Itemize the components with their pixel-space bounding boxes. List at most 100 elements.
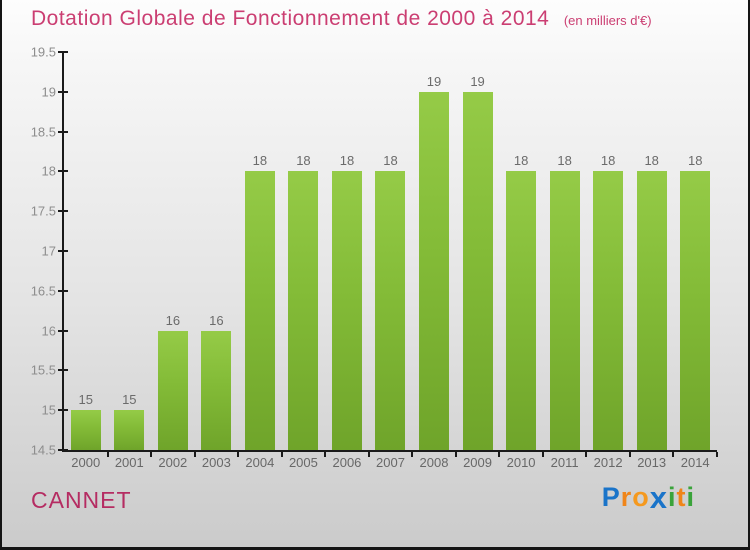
bar-2006 [331,171,362,450]
bar-2013 [636,171,667,450]
bar-2001 [114,410,145,450]
y-axis-tick-label: 15.5 [30,362,56,378]
x-axis-label-2010: 2010 [506,455,536,470]
y-axis-tick-label: 15 [41,402,56,418]
x-axis-label-2013: 2013 [637,455,667,470]
bar-value-label: 18 [513,153,529,169]
bar-slot-2013: 18 [630,52,674,450]
y-axis-tick-label: 19 [41,84,56,100]
x-axis-label-2007: 2007 [376,455,405,470]
chart-title: Dotation Globale de Fonctionnement de 20… [31,7,550,30]
logo-letter: r [620,482,633,512]
x-axis-tick [411,452,414,457]
bar-value-label: 15 [78,392,93,408]
x-axis-label-2012: 2012 [593,455,623,470]
bar-slot-2005: 18 [282,52,326,450]
y-axis-tick [58,369,68,372]
x-axis-label-2011: 2011 [550,455,579,470]
chart-header: Dotation Globale de Fonctionnement de 20… [31,7,652,31]
bar-value-label: 19 [470,73,485,89]
bar-slot-2006: 18 [325,52,369,450]
bar-slot-2001: 15 [108,52,152,450]
y-axis-line [62,52,64,452]
x-axis-label-2014: 2014 [680,455,710,470]
bar-2009 [462,91,493,450]
bar-value-label: 18 [644,153,659,169]
x-axis-label-2008: 2008 [419,455,449,470]
x-axis-tick [280,452,283,457]
y-axis-tick [58,289,68,292]
x-axis-tick [498,452,501,457]
logo-letter: x [649,480,668,515]
y-axis-tick [58,170,68,173]
bar-slot-2004: 18 [238,52,282,450]
x-axis-tick [541,452,544,457]
x-axis-tick [367,452,370,457]
bar-value-label: 18 [383,153,398,169]
x-axis-tick [716,452,718,457]
bar-2014 [680,171,711,450]
place-label: CANNET [31,487,132,513]
y-axis-tick-label: 18.5 [30,124,56,140]
bar-2012 [593,171,624,450]
x-axis-tick [150,452,153,457]
bar-slot-2000: 15 [64,52,108,450]
x-axis-tick [585,452,588,457]
y-axis-tick [58,449,68,451]
y-axis-tick [58,51,68,53]
y-axis-tick [58,130,68,133]
bar-2008 [419,91,450,450]
logo-letter: t [676,482,687,512]
plot-area: 15 15 16 16 18 18 18 18 19 19 18 18 18 18 18 2000 2001 2… [31,45,718,470]
y-axis-tick-label: 16 [41,323,56,339]
bar-value-label: 18 [600,153,616,169]
x-axis-label-2000: 2000 [71,455,101,470]
x-axis-tick [237,452,240,457]
x-axis-tick [672,452,675,457]
x-axis-label-2005: 2005 [288,455,318,470]
bars-container: 15 15 16 16 18 18 18 18 19 19 18 18 18 18 18 [64,52,717,450]
bar-value-label: 19 [426,73,442,89]
bar-2004 [244,171,275,450]
bar-2000 [70,410,101,450]
bar-slot-2009: 19 [456,52,500,450]
x-axis-label-2002: 2002 [158,455,188,470]
x-axis-tick [106,452,109,457]
x-axis-label-2001: 2001 [114,455,144,470]
bar-2007 [375,171,406,450]
bar-value-label: 18 [252,153,268,169]
bar-2010 [506,171,537,450]
logo-letter: P [601,482,621,512]
bar-value-label: 18 [557,153,572,169]
bar-slot-2003: 16 [195,52,239,450]
y-axis-tick [58,210,68,213]
bar-value-label: 15 [122,392,137,408]
bar-slot-2007: 18 [369,52,413,450]
y-axis-tick-label: 18 [41,163,56,179]
chart-subtitle: (en milliers d'€) [563,13,652,28]
x-axis-label-2004: 2004 [245,455,275,470]
x-axis-label-2003: 2003 [201,455,231,470]
bar-2011 [549,171,580,450]
bar-slot-2014: 18 [673,52,717,450]
logo-letter: i [667,482,677,512]
y-axis-tick-label: 17.5 [30,203,56,219]
x-axis-line [62,450,717,452]
logo-letter: i [686,482,695,512]
y-axis-tick [58,329,68,332]
logo-letter: o [632,482,650,512]
x-axis-label-2009: 2009 [463,455,492,470]
x-axis-tick [628,452,631,457]
y-axis-tick [58,250,68,252]
bar-value-label: 18 [339,153,355,169]
bar-2002 [157,330,188,450]
x-tick-labels: 2000 2001 2002 2003 2004 2005 2006 2007 2008 2009… [64,455,717,470]
bar-value-label: 18 [296,153,311,169]
bar-slot-2008: 19 [412,52,456,450]
x-axis-tick [193,452,196,457]
bar-2005 [288,171,319,450]
y-axis-tick-label: 14.5 [30,442,56,458]
y-axis-tick [58,409,68,412]
x-axis-tick [324,452,327,457]
